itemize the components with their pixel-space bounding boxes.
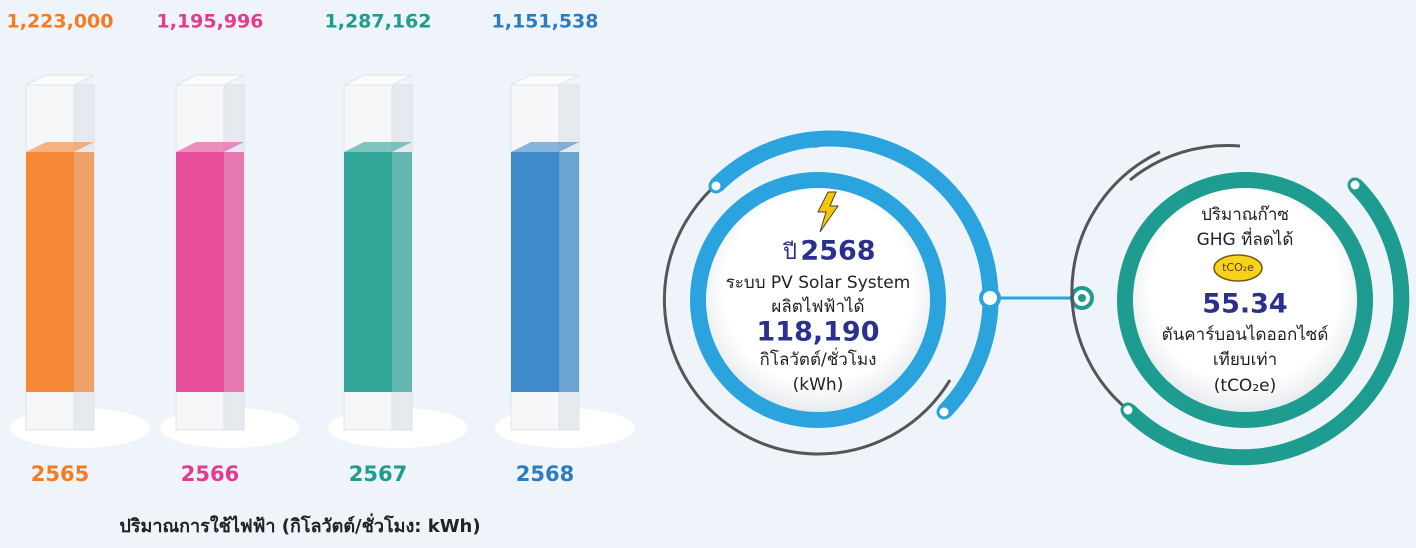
unit: เทียบเท่า [1213,350,1277,370]
connector [981,288,1092,308]
glass-column: 1,287,162 2567 [325,11,468,487]
unit: ตันคาร์บอนไดออกไซด์ [1162,324,1329,345]
line: GHG ที่ลดได้ [1197,227,1294,250]
amount: 55.34 [1202,289,1287,320]
liquid-side [559,152,579,392]
year-label: 2565 [31,462,89,486]
ghg-badge: ปริมาณก๊าซ GHG ที่ลดได้ tCO₂e 55.34 ตันค… [1072,145,1401,457]
liquid-front [511,152,559,392]
year-prefix: ปี [782,240,797,265]
year-label: 2568 [516,462,574,486]
glass-column: 1,195,996 2566 [157,11,300,487]
glass-top [176,75,244,85]
badge: tCO₂e [1222,261,1254,274]
liquid-side [392,152,412,392]
glass-top [511,75,579,85]
unit-short: (tCO₂e) [1214,376,1276,396]
value-label: 1,223,000 [7,11,114,33]
year: 2568 [800,236,875,267]
liquid-front [26,152,74,392]
unit: กิโลวัตต์/ชั่วโมง [760,347,877,370]
glass-column: 1,151,538 2568 [492,11,635,487]
solar-badge: ปี 2568 ระบบ PV Solar System ผลิตไฟฟ้าได… [664,138,990,454]
columns: 1,223,00025651,195,99625661,287,16225671… [7,11,635,487]
amount: 118,190 [757,317,880,348]
liquid-side [74,152,94,392]
glass-column: 1,223,000 2565 [7,11,150,487]
liquid-front [344,152,392,392]
line: ปริมาณก๊าซ [1201,205,1289,225]
line: ผลิตไฟฟ้าได้ [771,296,864,317]
year-label: 2567 [349,462,407,486]
page: 1,223,00025651,195,99625661,287,16225671… [0,0,1416,544]
caption: ปริมาณการใช้ไฟฟ้า (กิโลวัตต์/ชั่วโมง: kW… [119,513,480,537]
value-label: 1,195,996 [157,11,264,33]
glass-top [344,75,412,85]
value-label: 1,287,162 [325,11,432,33]
glass-top [26,75,94,85]
infographic: 1,223,00025651,195,99625661,287,16225671… [0,0,1416,544]
value-label: 1,151,538 [492,11,599,33]
line: ระบบ PV Solar System [726,273,911,293]
unit-short: (kWh) [793,375,844,395]
liquid-side [224,152,244,392]
liquid-front [176,152,224,392]
year-label: 2566 [181,462,239,486]
